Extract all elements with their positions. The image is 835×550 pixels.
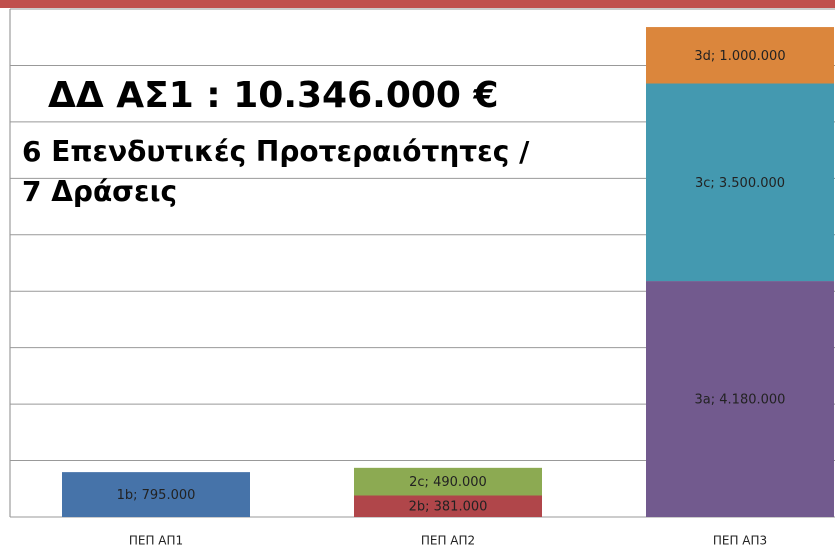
data-label: 3a; 4.180.000	[695, 393, 786, 408]
data-label: 2c; 490.000	[409, 475, 487, 490]
x-tick-label: ΠΕΠ ΑΠ2	[421, 534, 475, 548]
data-label: 3d; 1.000.000	[694, 49, 785, 64]
annotation-line: 7 Δράσεις	[22, 175, 177, 208]
data-label: 1b; 795.000	[117, 488, 196, 503]
data-label: 3c; 3.500.000	[695, 176, 785, 191]
annotation-title: ΔΔ ΑΣ1 : 10.346.000 €	[48, 75, 499, 116]
bar-segment	[354, 495, 542, 517]
bar-segment	[62, 472, 250, 517]
annotation-line: 6 Επενδυτικές Προτεραιότητες /	[22, 135, 530, 168]
header-bar	[0, 0, 835, 8]
x-tick-label: ΠΕΠ ΑΠ1	[129, 534, 183, 548]
bar-segment	[646, 83, 834, 282]
bar-segment	[646, 27, 834, 84]
bar-segment	[646, 281, 834, 517]
data-label: 2b; 381.000	[409, 500, 488, 515]
bar-segment	[354, 467, 542, 496]
x-tick-label: ΠΕΠ ΑΠ3	[713, 534, 767, 548]
